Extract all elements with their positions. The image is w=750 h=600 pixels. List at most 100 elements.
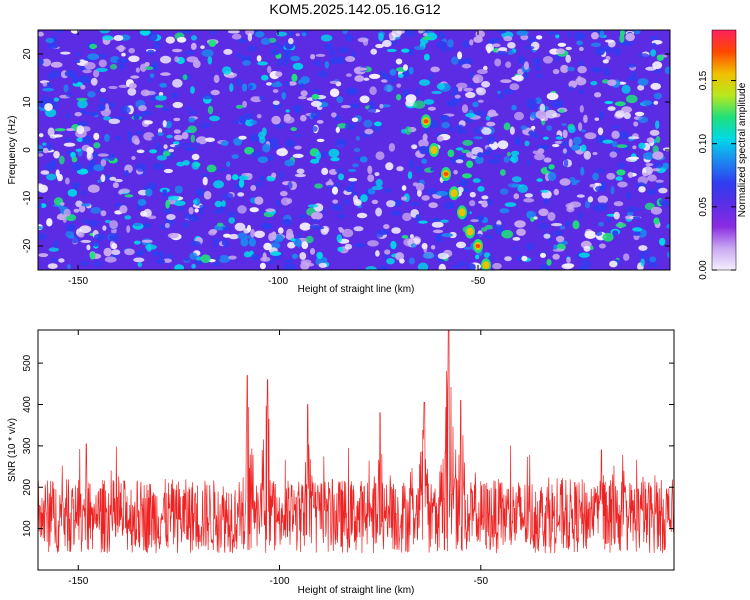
heat-blob [626,191,632,200]
heat-blob [377,229,389,235]
heat-blob [190,241,201,247]
heat-blob [485,115,491,121]
heat-blob [612,124,620,129]
heat-blob [240,55,252,62]
heat-blob [337,214,346,219]
heat-blob [431,90,443,95]
heat-blob [272,100,280,106]
heat-blob [163,208,173,214]
heat-blob [172,141,180,145]
heat-blob [311,93,320,100]
heat-blob [42,147,49,154]
heat-blob [260,37,271,46]
heat-blob [210,89,220,96]
heat-blob [116,58,129,64]
heat-blob [351,117,359,123]
heat-blob [294,107,302,114]
heat-blob [281,91,287,100]
heat-blob [128,47,135,54]
heat-blob [276,148,288,157]
heat-blob [100,210,107,217]
y-tick-label: 400 [22,396,33,413]
heat-blob [390,210,402,216]
heat-blob [523,61,529,70]
heat-blob [512,246,517,251]
heat-blob [276,199,281,207]
heat-blob [375,43,384,49]
heat-blob [38,31,44,37]
heat-blob [552,253,560,260]
heat-blob [540,252,546,258]
heat-blob [602,232,614,242]
heat-blob [138,105,147,112]
heat-blob [421,158,427,164]
heat-blob [613,211,620,220]
heat-blob [584,230,597,239]
heat-blob [646,137,655,143]
heat-blob [121,52,126,57]
heat-blob [92,151,99,159]
snr-y-label: SNR (10 * v/v) [7,418,18,482]
heat-blob [226,211,237,218]
heat-blob [497,50,507,56]
heat-blob [386,76,397,83]
heat-blob [345,56,356,62]
heat-blob [379,103,384,109]
heat-blob [395,252,405,261]
heat-blob [250,119,258,125]
heat-blob [329,49,336,56]
heat-blob [407,171,413,180]
heat-blob [285,139,295,148]
heat-blob [271,115,281,125]
heat-blob [345,34,354,42]
heat-blob [254,31,265,38]
heat-blob [118,45,125,53]
heat-blob [580,166,585,176]
colorbar-tick-label: 0.00 [698,260,709,280]
heat-blob [70,30,80,34]
heat-blob [567,66,575,72]
heat-blob [145,188,153,197]
heat-blob [46,218,53,227]
heat-blob [605,217,610,222]
heat-blob [190,86,195,94]
heat-blob [367,188,376,195]
heat-blob [68,235,75,239]
heat-blob [342,228,354,238]
heat-blob [233,137,243,145]
heat-blob [538,222,549,230]
heat-blob [477,152,484,158]
heat-blob [528,130,535,136]
heat-blob [654,162,664,169]
heat-blob [355,200,361,205]
heat-blob [545,109,557,119]
heat-blob [173,129,181,134]
heat-blob [259,262,266,270]
heat-blob [332,199,339,204]
heat-blob [655,120,660,129]
heat-blob [250,185,257,191]
heat-blob [616,144,628,149]
heat-blob [486,121,496,127]
heat-blob [401,185,407,191]
heat-blob [291,73,298,82]
heat-blob [566,206,575,213]
heat-blob [41,58,52,67]
heat-blob [54,128,66,132]
heat-blob [353,147,361,153]
heat-blob [64,70,76,78]
heat-blob [584,132,597,140]
heat-blob [472,178,481,183]
heat-blob [271,172,277,178]
heat-blob [109,64,118,70]
heat-blob [296,234,303,239]
streak-blob-mid [466,227,474,236]
heat-blob [530,217,535,222]
heat-blob [65,177,70,185]
heat-blob [511,104,517,111]
heat-blob [520,125,528,131]
heat-blob [144,62,150,67]
heat-blob [337,56,345,64]
snr-x-label: Height of straight line (km) [298,585,415,596]
heat-blob [104,256,117,263]
